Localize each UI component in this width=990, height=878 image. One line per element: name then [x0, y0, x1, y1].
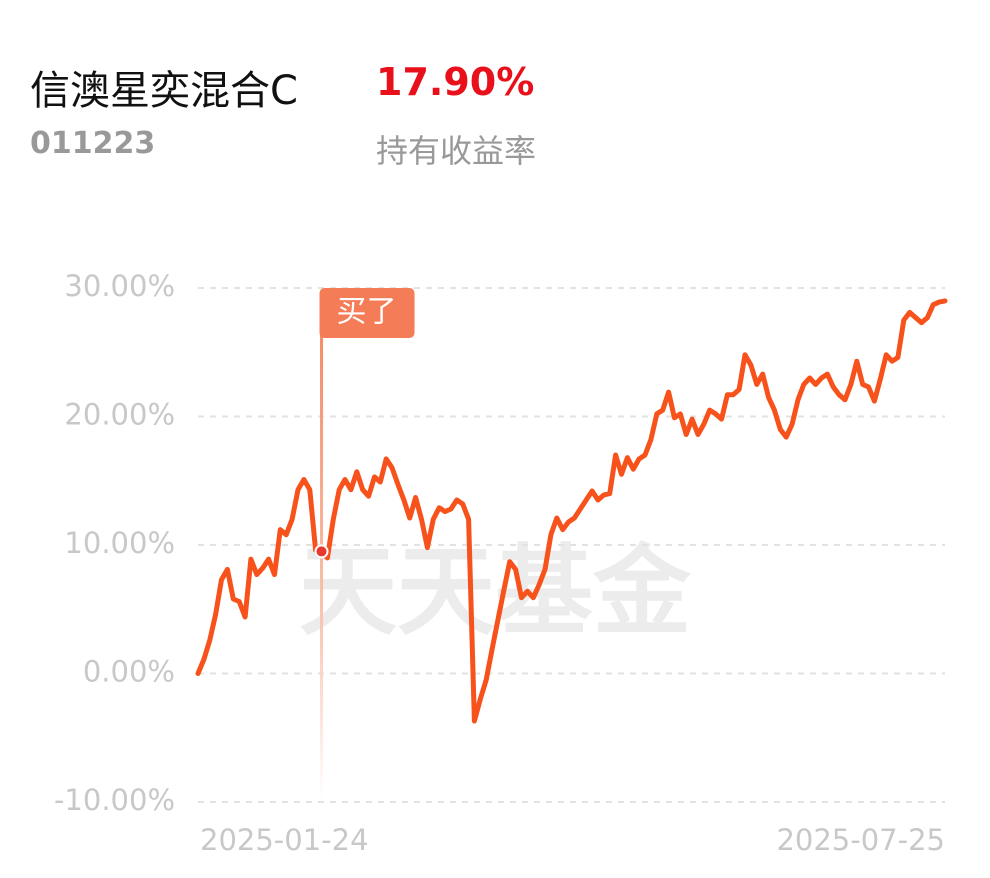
y-tick-label: 0.00%	[83, 655, 175, 689]
buy-point	[314, 544, 329, 559]
y-tick-label: 30.00%	[64, 269, 175, 303]
return-value: 17.90%	[376, 60, 535, 104]
buy-line	[320, 330, 324, 800]
x-tick-label: 2025-07-25	[776, 823, 945, 857]
y-tick-label: -10.00%	[54, 783, 175, 817]
buy-badge-text: 买了	[337, 295, 397, 330]
fund-code: 011223	[30, 126, 156, 161]
return-label: 持有收益率	[376, 132, 537, 170]
x-tick-label: 2025-01-24	[200, 823, 369, 857]
buy-badge	[319, 288, 415, 338]
series-line	[195, 298, 948, 724]
y-tick-label: 20.00%	[64, 398, 175, 432]
y-tick-label: 10.00%	[64, 526, 175, 560]
fund-name: 信澳星奕混合C	[30, 68, 298, 114]
